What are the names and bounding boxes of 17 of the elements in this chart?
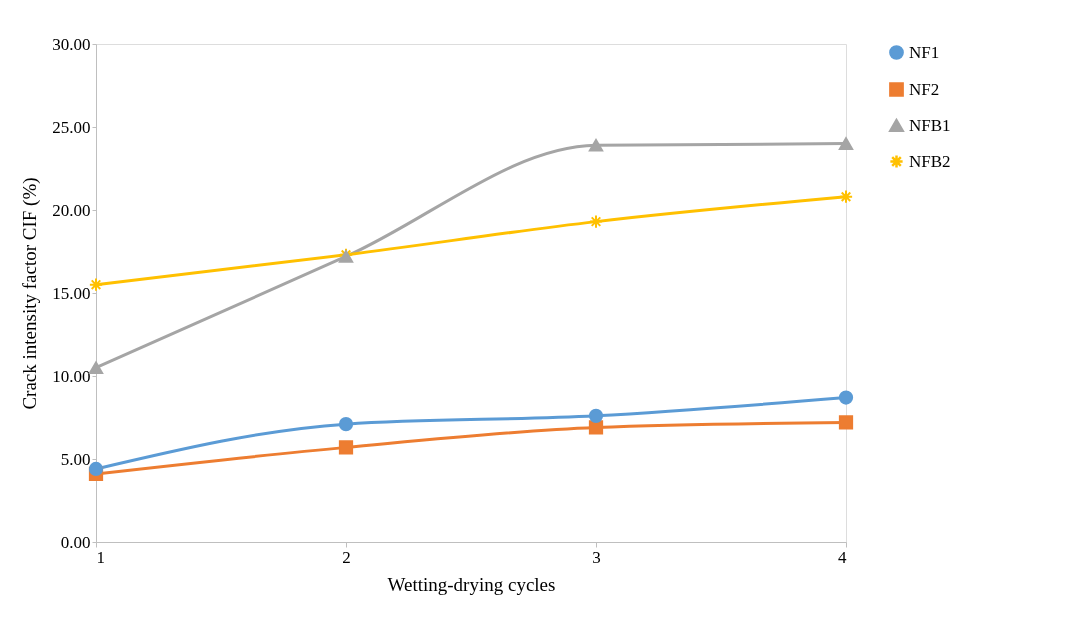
- y-tick-label: 5.00: [60, 449, 91, 469]
- y-tick-label: 15.00: [52, 283, 91, 303]
- x-tick-label: 4: [838, 547, 847, 567]
- x-tick-label: 1: [96, 547, 105, 567]
- y-tick-label: 25.00: [52, 117, 91, 137]
- legend-label: NFB1: [909, 115, 951, 135]
- y-tick-label: 0.00: [60, 532, 91, 552]
- x-tick-label: 2: [342, 547, 351, 567]
- x-tick-label: 3: [592, 547, 601, 567]
- legend-label: NF2: [909, 79, 940, 99]
- y-tick-label: 30.00: [52, 34, 91, 54]
- legend-label: NFB2: [909, 151, 951, 171]
- y-tick-label: 10.00: [52, 366, 91, 386]
- x-axis-title: Wetting-drying cycles: [387, 573, 556, 595]
- y-tick-label: 20.00: [52, 200, 91, 220]
- y-axis-title: Crack intensity factor CIF (%): [19, 177, 42, 410]
- legend-label: NF1: [909, 42, 940, 62]
